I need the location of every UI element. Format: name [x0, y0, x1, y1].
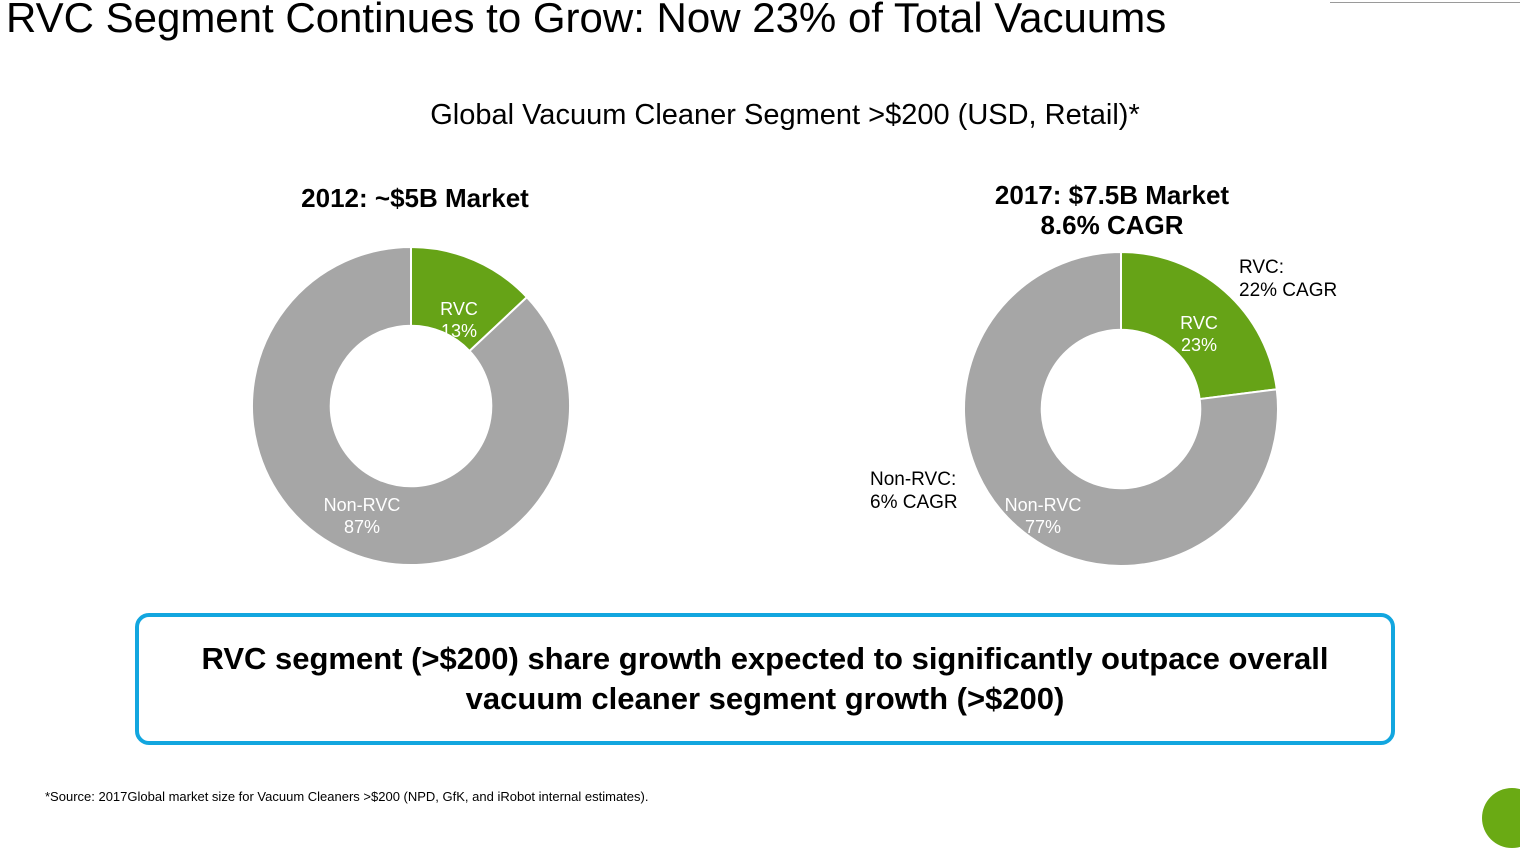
- slice-category-label: RVC: [1180, 313, 1218, 333]
- slice-label-non-rvc: Non-RVC 77%: [1005, 495, 1082, 537]
- donut-slice-non-rvc: [963, 250, 1279, 567]
- chart-subtitle: Global Vacuum Cleaner Segment >$200 (USD…: [430, 99, 1140, 131]
- slice-category-label: Non-RVC: [324, 495, 401, 515]
- slice-value-label: 87%: [344, 517, 380, 537]
- chart-2017-title: 2017: $7.5B Market: [994, 180, 1230, 210]
- chart-2017-heading: 2017: $7.5B Market 8.6% CAGR: [912, 180, 1312, 240]
- slice-label-non-rvc: Non-RVC 87%: [324, 495, 401, 537]
- slice-category-label: RVC: [440, 299, 478, 319]
- non-rvc-cagr-annotation: Non-RVC: 6% CAGR: [870, 468, 958, 514]
- key-takeaway-text: RVC segment (>$200) share growth expecte…: [201, 641, 1329, 716]
- slice-label-rvc: RVC 13%: [440, 299, 478, 341]
- key-takeaway-box: RVC segment (>$200) share growth expecte…: [135, 613, 1395, 745]
- company-logo-icon: [1482, 788, 1520, 848]
- donut-slice-rvc: [1120, 250, 1278, 401]
- non-rvc-cagr-annotation-line: 6% CAGR: [870, 492, 958, 513]
- non-rvc-cagr-annotation-line: Non-RVC:: [870, 469, 957, 490]
- donut-chart-2017: RVC 23% Non-RVC 77%: [963, 250, 1279, 567]
- slice-value-label: 23%: [1181, 335, 1217, 355]
- chart-2017-cagr: 8.6% CAGR: [1040, 210, 1184, 240]
- slide-title: RVC Segment Continues to Grow: Now 23% o…: [6, 0, 1167, 41]
- slice-value-label: 13%: [441, 321, 477, 341]
- slice-label-rvc: RVC 23%: [1180, 313, 1218, 355]
- source-footnote: *Source: 2017Global market size for Vacu…: [45, 789, 649, 804]
- header-divider: [1330, 2, 1520, 3]
- rvc-cagr-annotation: RVC: 22% CAGR: [1239, 256, 1337, 302]
- slice-value-label: 77%: [1025, 517, 1061, 537]
- slice-category-label: Non-RVC: [1005, 495, 1082, 515]
- rvc-cagr-annotation-line: RVC:: [1239, 257, 1285, 278]
- chart-2012-title: 2012: ~$5B Market: [301, 183, 529, 213]
- chart-2012-heading: 2012: ~$5B Market: [215, 183, 615, 213]
- rvc-cagr-annotation-line: 22% CAGR: [1239, 280, 1338, 301]
- donut-slice-non-rvc: [251, 245, 571, 566]
- donut-chart-2012: RVC 13% Non-RVC 87%: [251, 245, 571, 566]
